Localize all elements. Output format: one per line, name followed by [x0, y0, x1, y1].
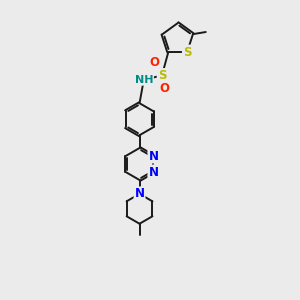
Text: S: S	[158, 69, 166, 82]
Text: NH: NH	[134, 75, 153, 85]
Text: N: N	[134, 188, 145, 200]
Text: S: S	[183, 46, 191, 59]
Text: O: O	[149, 56, 160, 69]
Text: N: N	[148, 149, 158, 163]
Text: O: O	[159, 82, 169, 95]
Text: N: N	[148, 166, 158, 178]
